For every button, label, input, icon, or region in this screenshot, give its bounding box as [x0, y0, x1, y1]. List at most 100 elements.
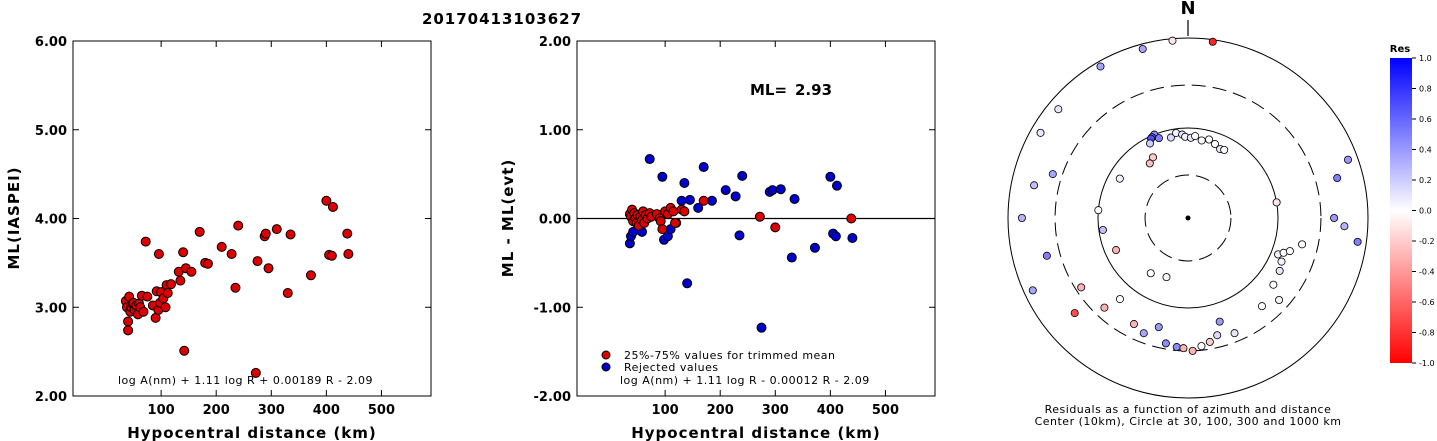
- station-point: [1048, 170, 1057, 179]
- station-point: [1179, 344, 1188, 353]
- residual-panel: Hypocentral distance (km) ML - ML(evt) M…: [499, 35, 936, 441]
- x-tick-label: 200: [707, 403, 734, 418]
- station-point: [1094, 206, 1103, 215]
- x-tick-label: 100: [652, 403, 679, 418]
- station-point: [1188, 346, 1197, 355]
- data-point: [342, 228, 353, 239]
- y-tick-label: 3.00: [35, 301, 67, 316]
- data-point: [670, 217, 681, 228]
- colorbar-tick-label: 1.0: [1419, 54, 1432, 63]
- colorbar-tick-label: -1.0: [1419, 359, 1435, 368]
- data-point: [216, 241, 227, 252]
- center-dot: [1185, 215, 1191, 221]
- data-point: [770, 222, 781, 233]
- station-point: [1210, 139, 1219, 148]
- data-point: [775, 184, 786, 195]
- ml-label: ML=: [750, 81, 787, 99]
- data-point: [693, 202, 704, 213]
- y-tick-label: -1.00: [534, 301, 571, 316]
- data-point: [706, 195, 717, 206]
- x-tick-label: 500: [872, 403, 899, 418]
- station-point: [1257, 302, 1266, 311]
- data-point: [305, 270, 316, 281]
- data-point: [657, 224, 668, 235]
- x-tick-label: 400: [313, 403, 340, 418]
- station-point: [1054, 105, 1063, 114]
- x-tick-label: 300: [258, 403, 285, 418]
- x-tick-label: 300: [762, 403, 789, 418]
- data-point: [250, 367, 261, 378]
- station-point: [1191, 132, 1200, 141]
- distance-ring: [1144, 174, 1232, 262]
- station-point: [1208, 37, 1217, 46]
- legend-label-rejected: Rejected values: [624, 361, 719, 374]
- data-point: [162, 288, 173, 299]
- colorbar-tick-label: 0.2: [1419, 176, 1432, 185]
- data-point: [847, 233, 858, 244]
- formula-label: log A(nm) + 1.11 log R - 0.00012 R - 2.0…: [620, 374, 870, 387]
- data-point: [271, 224, 282, 235]
- data-point: [179, 345, 190, 356]
- colorbar-title: Res: [1390, 44, 1410, 55]
- station-point: [1028, 286, 1037, 295]
- colorbar-tick-label: -0.6: [1419, 298, 1435, 307]
- station-point: [1148, 153, 1157, 162]
- station-point: [1298, 240, 1307, 249]
- station-point: [1162, 273, 1171, 282]
- data-point: [734, 230, 745, 241]
- data-point: [123, 325, 134, 336]
- station-point: [1333, 174, 1342, 183]
- station-point: [1215, 317, 1224, 326]
- data-point: [175, 275, 186, 286]
- x-tick-label: 100: [148, 403, 175, 418]
- station-point: [1017, 213, 1026, 222]
- colorbar-gradient: [1390, 58, 1412, 363]
- data-point: [655, 216, 666, 227]
- data-point: [679, 178, 690, 188]
- colorbar-tick-label: 0.4: [1419, 146, 1432, 155]
- x-axis-label: Hypocentral distance (km): [631, 424, 881, 441]
- y-tick-label: 0.00: [539, 213, 571, 228]
- data-point: [327, 201, 338, 212]
- y-tick-label: 4.00: [35, 213, 67, 228]
- station-point: [1168, 36, 1177, 45]
- y-tick-label: 2.00: [539, 35, 571, 50]
- colorbar-tick-label: -0.4: [1419, 268, 1435, 277]
- station-point: [1197, 136, 1206, 145]
- station-point: [1154, 134, 1163, 143]
- data-point: [260, 228, 271, 239]
- data-point: [160, 302, 171, 313]
- station-point: [1138, 44, 1147, 53]
- data-point: [825, 171, 836, 182]
- station-point: [1139, 329, 1148, 338]
- data-point: [657, 171, 668, 182]
- station-point: [1166, 133, 1175, 142]
- y-axis-label: ML(IASPEI): [5, 166, 23, 269]
- distance-ring: [1054, 84, 1322, 352]
- x-axis-label: Hypocentral distance (km): [127, 424, 377, 441]
- data-point: [153, 249, 164, 259]
- data-point: [676, 195, 687, 206]
- data-point: [679, 206, 690, 217]
- data-point: [263, 263, 274, 274]
- data-point: [754, 211, 765, 222]
- data-point: [756, 322, 767, 333]
- x-tick-label: 200: [203, 403, 230, 418]
- colorbar-tick-label: 0.8: [1419, 85, 1432, 94]
- data-point: [809, 242, 820, 253]
- station-point: [1220, 145, 1229, 154]
- colorbar-tick-label: 0.6: [1419, 115, 1432, 124]
- data-point: [730, 191, 741, 202]
- data-point: [831, 180, 842, 191]
- data-point: [767, 185, 778, 196]
- colorbar-tick-label: 0.0: [1419, 207, 1432, 216]
- station-point: [1154, 323, 1163, 332]
- data-point: [166, 279, 177, 290]
- data-point: [123, 316, 134, 327]
- legend-marker-rejected: [601, 362, 611, 372]
- station-point: [1077, 283, 1086, 292]
- station-point: [1172, 343, 1181, 352]
- data-point: [846, 213, 857, 224]
- distance-ring: [1097, 127, 1279, 309]
- data-point: [178, 247, 189, 258]
